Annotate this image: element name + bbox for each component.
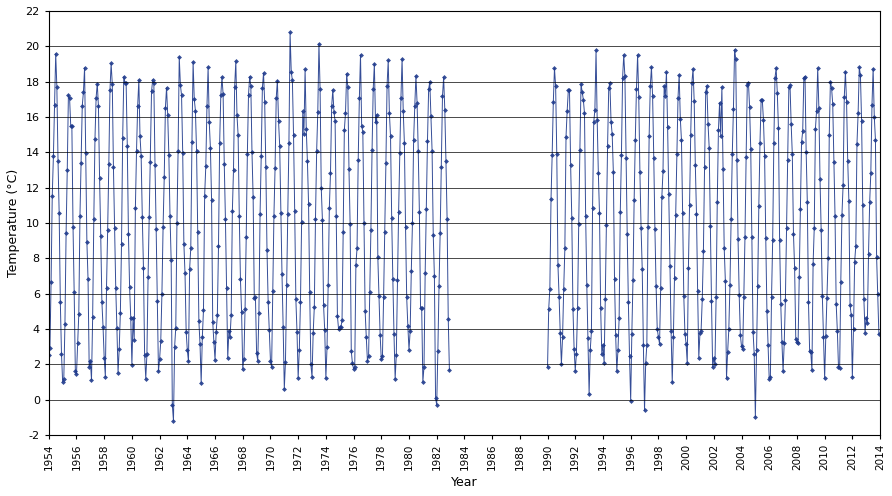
Y-axis label: Temperature (°C): Temperature (°C) bbox=[7, 169, 20, 277]
X-axis label: Year: Year bbox=[451, 476, 478, 489]
